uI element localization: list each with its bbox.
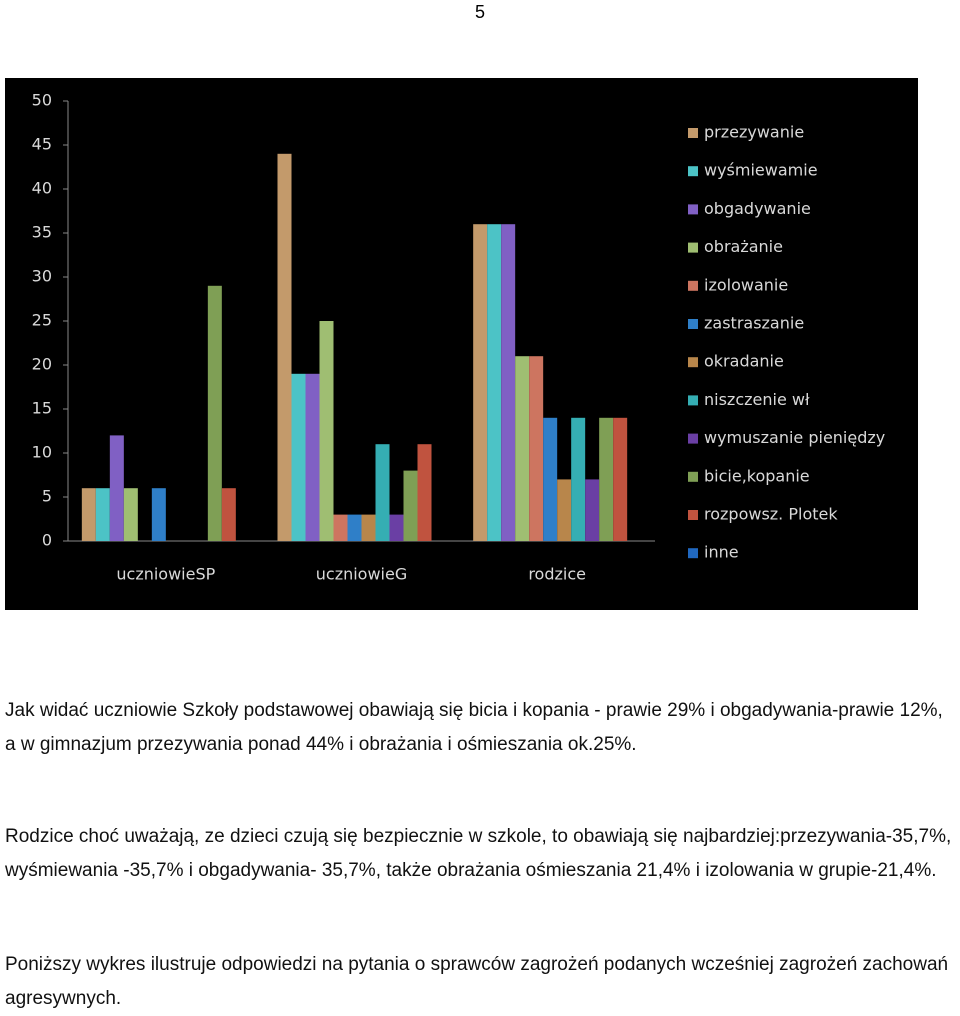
bar bbox=[487, 224, 502, 541]
legend-swatch bbox=[688, 471, 698, 482]
bar bbox=[123, 488, 138, 541]
legend-label: niszczenie wł bbox=[704, 390, 810, 409]
bar bbox=[109, 435, 124, 541]
legend-label: izolowanie bbox=[704, 275, 788, 294]
bar bbox=[361, 514, 376, 541]
legend-swatch bbox=[688, 510, 698, 520]
y-tick-label: 0 bbox=[42, 531, 52, 550]
bar bbox=[347, 514, 362, 541]
legend-label: okradanie bbox=[704, 352, 784, 371]
x-tick-label: rodzice bbox=[528, 565, 586, 584]
chart: 0 5 10 15 20 25 30 35 40 45 50 uczniowieSP uczniowie… bbox=[5, 78, 918, 610]
chart-background bbox=[5, 78, 918, 610]
legend-label: zastraszanie bbox=[704, 314, 804, 333]
legend-label: wyśmiewamie bbox=[704, 161, 818, 180]
bar bbox=[501, 224, 516, 541]
y-tick-label: 5 bbox=[42, 487, 52, 506]
y-tick-label: 20 bbox=[32, 355, 52, 374]
bar bbox=[473, 224, 488, 541]
y-tick-label: 35 bbox=[32, 223, 52, 242]
bar bbox=[151, 488, 166, 541]
paragraph: Poniższy wykres ilustruje odpowiedzi na … bbox=[5, 954, 949, 1009]
page-number: 5 bbox=[474, 2, 485, 22]
legend-swatch bbox=[688, 242, 698, 253]
bar bbox=[95, 488, 110, 541]
bar bbox=[557, 479, 572, 541]
bar bbox=[599, 417, 614, 541]
y-tick-label: 40 bbox=[32, 179, 52, 198]
y-tick-label: 15 bbox=[32, 399, 52, 418]
bar bbox=[375, 444, 390, 541]
legend-swatch bbox=[688, 128, 698, 138]
legend-swatch bbox=[688, 319, 698, 329]
bar bbox=[543, 417, 558, 541]
y-tick-label: 30 bbox=[32, 267, 52, 286]
bar bbox=[529, 356, 544, 541]
y-tick-label: 50 bbox=[32, 91, 52, 110]
bar bbox=[319, 321, 334, 541]
legend-label: przezywanie bbox=[704, 123, 804, 142]
bar bbox=[291, 373, 306, 541]
legend-swatch bbox=[688, 395, 698, 406]
legend-label: wymuszanie pieniędzy bbox=[704, 428, 885, 447]
bar bbox=[277, 153, 292, 542]
bar bbox=[403, 470, 418, 541]
x-tick-label: uczniowieG bbox=[316, 565, 407, 584]
bar bbox=[81, 488, 96, 541]
y-tick-label: 10 bbox=[32, 443, 52, 462]
bar bbox=[571, 417, 586, 541]
legend-label: inne bbox=[704, 543, 739, 562]
legend-swatch bbox=[688, 280, 698, 291]
x-tick-label: uczniowieSP bbox=[116, 565, 215, 584]
legend-swatch bbox=[688, 548, 698, 559]
bar bbox=[333, 514, 348, 541]
legend-swatch bbox=[688, 433, 698, 444]
legend-label: rozpowsz. Plotek bbox=[704, 505, 838, 524]
y-tick-label: 25 bbox=[32, 311, 52, 330]
legend-swatch bbox=[688, 166, 698, 177]
bar bbox=[389, 514, 404, 541]
bar bbox=[207, 285, 222, 541]
bar bbox=[585, 479, 600, 541]
legend-swatch bbox=[688, 357, 698, 368]
y-tick-label: 45 bbox=[32, 135, 52, 154]
bar bbox=[515, 356, 530, 541]
paragraph: Jak widać uczniowie Szkoły podstawowej o… bbox=[5, 700, 943, 755]
bar bbox=[613, 417, 628, 541]
legend-label: obgadywanie bbox=[704, 199, 811, 218]
legend-swatch bbox=[688, 204, 698, 215]
legend-label: bicie,kopanie bbox=[704, 466, 810, 485]
bar bbox=[305, 373, 320, 541]
paragraph: Rodzice choć uważają, ze dzieci czują si… bbox=[5, 826, 952, 881]
bar bbox=[221, 488, 236, 541]
legend-label: obrażanie bbox=[704, 237, 783, 256]
bar bbox=[417, 444, 432, 541]
